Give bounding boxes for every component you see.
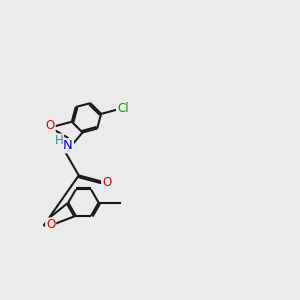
Text: N: N [63,139,73,152]
Text: O: O [46,218,55,231]
Text: Cl: Cl [117,102,128,115]
Text: O: O [46,119,55,133]
Text: H: H [54,134,63,147]
Text: O: O [102,176,111,189]
